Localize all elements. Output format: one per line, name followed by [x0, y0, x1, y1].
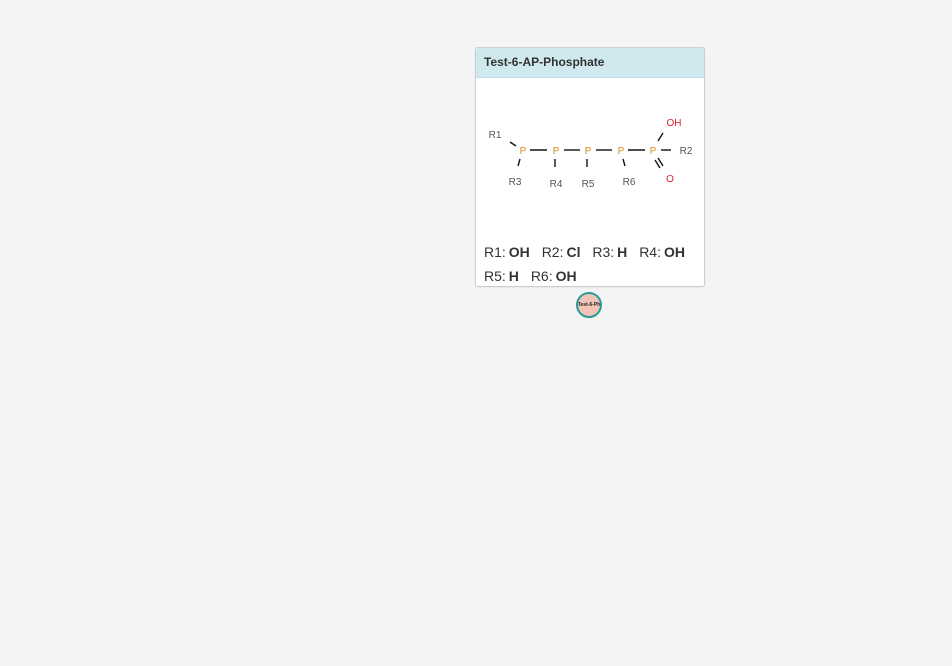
- rgroup-value: OH: [663, 244, 685, 260]
- label-r1: R1: [489, 130, 502, 141]
- rgroup-item: R1: OH: [484, 240, 530, 264]
- atom-p4: P: [618, 146, 625, 157]
- bond-p1-r3: [517, 158, 521, 167]
- rgroup-item: R3: H: [592, 240, 627, 264]
- rgroup-key: R1:: [484, 244, 506, 260]
- label-r4: R4: [550, 179, 563, 190]
- label-r3: R3: [509, 177, 522, 188]
- rgroup-list: R1: OH R2: Cl R3: H R4: OH R5: H R6: OH: [484, 240, 698, 288]
- rgroup-value: Cl: [566, 244, 581, 260]
- bond-p5-o-b: [657, 157, 664, 167]
- atom-o: O: [666, 174, 674, 185]
- rgroup-value: H: [508, 268, 519, 284]
- bond-r1-p1: [509, 141, 517, 147]
- graph-node[interactable]: Test-6-Ph: [576, 292, 602, 318]
- atom-p1: P: [520, 146, 527, 157]
- atom-oh: OH: [667, 118, 682, 129]
- rgroup-value: OH: [508, 244, 530, 260]
- chemical-structure: P P P P P OH O R1 R2 R3 R4 R5 R6: [489, 118, 693, 190]
- rgroup-key: R3:: [592, 244, 615, 260]
- rgroup-value: H: [617, 244, 628, 260]
- bond-p4-r6: [622, 158, 626, 167]
- rgroup-item: R2: Cl: [542, 240, 581, 264]
- rgroup-item: R4: OH: [639, 240, 685, 264]
- label-r2: R2: [680, 146, 693, 157]
- rgroup-value: OH: [555, 268, 577, 284]
- atom-p2: P: [553, 146, 560, 157]
- rgroup-key: R2:: [541, 244, 564, 260]
- rgroup-key: R5:: [484, 268, 506, 284]
- label-r6: R6: [623, 177, 636, 188]
- rgroup-key: R6:: [530, 268, 553, 284]
- node-label: Test-6-Ph: [577, 302, 601, 308]
- card-title: Test-6-AP-Phosphate: [476, 48, 704, 78]
- rgroup-item: R5: H: [484, 264, 519, 288]
- atom-p3: P: [585, 146, 592, 157]
- rgroup-key: R4:: [639, 244, 661, 260]
- molecule-card[interactable]: Test-6-AP-Phosphate P P P P P OH O R1 R2…: [475, 47, 705, 287]
- rgroup-item: R6: OH: [531, 264, 577, 288]
- label-r5: R5: [582, 179, 595, 190]
- bond-p5-o-a: [654, 159, 661, 169]
- bond-p5-oh: [657, 132, 664, 142]
- atom-p5: P: [650, 146, 657, 157]
